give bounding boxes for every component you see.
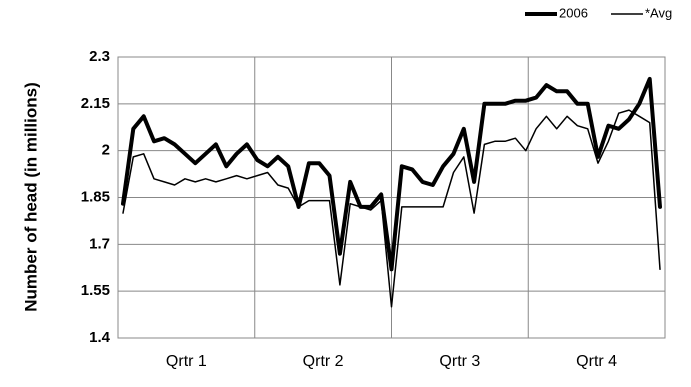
y-axis-label: Number of head (in millions) <box>21 82 40 312</box>
x-tick-label: Qrtr 3 <box>439 353 480 370</box>
y-tick-label: 1.85 <box>81 188 110 205</box>
x-tick-label: Qrtr 4 <box>576 353 617 370</box>
series-line <box>122 109 661 308</box>
legend-label: 2006 <box>559 5 588 20</box>
series-line <box>121 76 662 272</box>
y-tick-label: 2 <box>102 142 110 159</box>
y-tick-label: 2.15 <box>81 95 110 112</box>
legend-label: *Avg <box>645 5 672 20</box>
y-tick-label: 1.7 <box>89 235 110 252</box>
y-tick-label: 2.3 <box>89 48 110 65</box>
y-tick-label: 1.4 <box>89 329 111 346</box>
y-tick-label: 1.55 <box>81 282 110 299</box>
x-tick-label: Qrtr 2 <box>303 353 344 370</box>
plot-border <box>117 56 666 339</box>
x-tick-label: Qrtr 1 <box>166 353 207 370</box>
